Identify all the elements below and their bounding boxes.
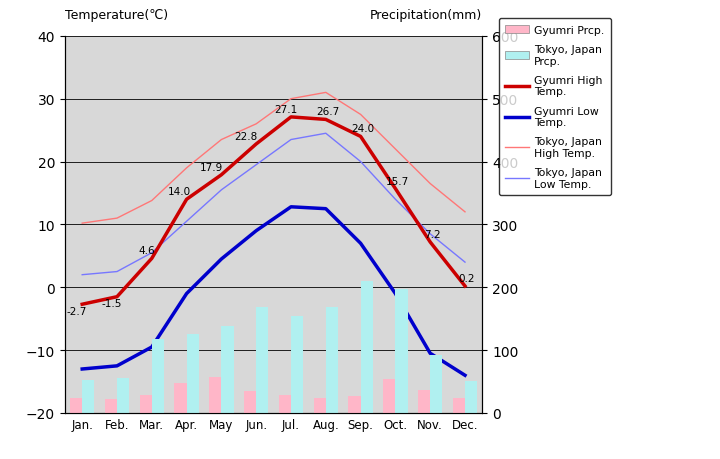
Text: 0.2: 0.2 — [459, 274, 475, 283]
Bar — [244, 391, 256, 413]
Text: 27.1: 27.1 — [274, 105, 297, 115]
Bar — [418, 390, 430, 413]
Bar — [82, 381, 94, 413]
Text: Temperature(℃): Temperature(℃) — [65, 9, 168, 22]
Bar — [117, 378, 129, 413]
Bar — [314, 398, 325, 413]
Bar — [383, 379, 395, 413]
Text: Precipitation(mm): Precipitation(mm) — [370, 9, 482, 22]
Bar — [325, 308, 338, 413]
Text: 17.9: 17.9 — [199, 162, 222, 172]
Text: -1.5: -1.5 — [102, 298, 122, 308]
Bar — [174, 384, 186, 413]
Bar — [348, 396, 361, 413]
Text: 14.0: 14.0 — [168, 187, 192, 197]
Text: 15.7: 15.7 — [385, 176, 409, 186]
Bar — [186, 335, 199, 413]
Bar — [291, 317, 303, 413]
Bar — [222, 326, 233, 413]
Bar — [395, 289, 408, 413]
Bar — [453, 398, 465, 413]
Bar — [105, 399, 117, 413]
Bar — [256, 308, 269, 413]
Bar — [210, 377, 221, 413]
Text: 4.6: 4.6 — [138, 246, 155, 256]
Text: 26.7: 26.7 — [316, 107, 339, 117]
Bar — [70, 398, 82, 413]
Bar — [361, 281, 373, 413]
Bar — [140, 396, 152, 413]
Text: 24.0: 24.0 — [351, 124, 374, 134]
Text: -2.7: -2.7 — [67, 306, 87, 316]
Text: 22.8: 22.8 — [234, 132, 257, 141]
Legend: Gyumri Prcp., Tokyo, Japan
Prcp., Gyumri High
Temp., Gyumri Low
Temp., Tokyo, Ja: Gyumri Prcp., Tokyo, Japan Prcp., Gyumri… — [499, 19, 611, 196]
Bar — [279, 395, 291, 413]
Bar — [431, 355, 442, 413]
Bar — [152, 340, 164, 413]
Bar — [465, 381, 477, 413]
Text: 7.2: 7.2 — [423, 230, 440, 240]
